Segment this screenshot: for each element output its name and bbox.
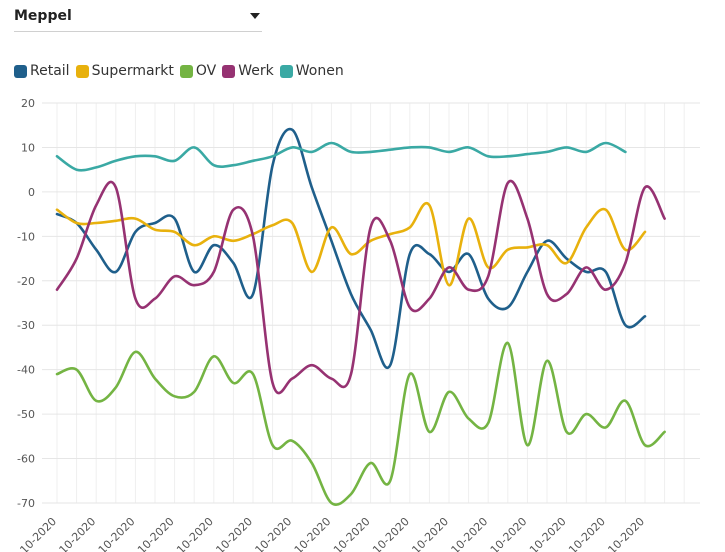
location-dropdown-value: Meppel [14,8,72,24]
y-tick-label: -20 [17,275,35,288]
series-line-supermarkt [55,201,647,287]
y-tick-label: 10 [21,141,35,154]
legend-item-ov[interactable]: OV [179,63,217,79]
legend-label: Wonen [295,63,344,79]
legend-swatch [222,64,236,78]
x-tick-label: 5-10-2020 [88,515,137,552]
legend-swatch [179,64,193,78]
series-line-retail [55,127,647,369]
legend-label: Werk [238,63,274,79]
x-tick-label: 7-10-2020 [127,515,176,552]
x-tick-label: 3-10-2020 [49,515,98,552]
y-tick-label: -60 [17,453,35,466]
legend-swatch [75,64,89,78]
series-line-werk [55,179,666,395]
y-tick-label: 20 [21,97,35,110]
series-line-wonen [55,141,627,172]
legend-swatch [14,64,27,78]
chart-legend: Retail Supermarkt OV Werk Wonen [14,61,350,81]
y-tick-label: 0 [28,186,35,199]
x-tick-label: 9-10-2020 [166,515,215,552]
legend-label: Supermarkt [91,63,174,79]
legend-swatch [279,64,293,78]
legend-item-retail[interactable]: Retail [14,63,70,79]
legend-label: Retail [30,63,70,79]
y-tick-label: -30 [17,319,35,332]
legend-item-supermarkt[interactable]: Supermarkt [75,63,174,79]
y-tick-label: -10 [17,230,35,243]
location-dropdown[interactable]: Meppel [14,2,262,32]
series-line-ov [55,341,666,507]
legend-label: OV [195,63,217,79]
y-tick-label: -70 [17,497,35,510]
legend-item-wonen[interactable]: Wonen [279,63,344,79]
y-tick-label: -40 [17,364,35,377]
legend-item-werk[interactable]: Werk [222,63,274,79]
chevron-down-icon [250,13,260,19]
y-tick-label: -50 [17,408,35,421]
x-tick-label: 1-10-2020 [10,515,59,552]
